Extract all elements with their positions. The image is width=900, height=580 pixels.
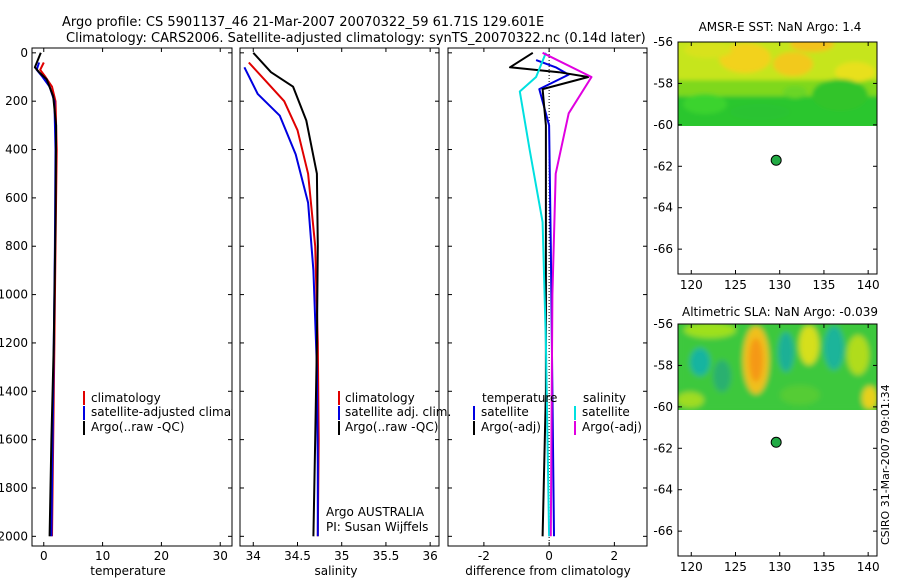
- salinity-frame: [239, 47, 440, 547]
- x-tick-label: 35: [334, 549, 349, 563]
- difference-frame: [447, 47, 648, 547]
- legend-temp-satellite-label: satellite: [481, 405, 529, 419]
- y-tick-label: 1400: [0, 384, 28, 398]
- legend-temp-argo-label: Argo(-adj): [481, 420, 541, 434]
- legend-satellite-label: satellite-adjusted climatology: [91, 405, 269, 419]
- x-tick-label: 0: [40, 549, 48, 563]
- header-line2: Climatology: CARS2006. Satellite-adjuste…: [66, 31, 646, 46]
- sst-map-panel: AMSR-E SST: NaN Argo: 1.4 120 125 130 135 14…: [653, 20, 880, 292]
- map-x-tick-label: 120: [680, 278, 703, 292]
- legend-temperature-header: temperature: [482, 391, 557, 405]
- legend-salinity-header: salinity: [583, 391, 626, 405]
- sla-heatmap: [678, 324, 877, 410]
- x-tick-label: 2: [611, 549, 619, 563]
- map-x-tick-label: 130: [768, 278, 791, 292]
- map-x-tick-label: 120: [680, 560, 703, 574]
- difference-panel: -2 0 2 difference from climatology tempera…: [447, 47, 648, 578]
- x-tick-label: 30: [213, 549, 228, 563]
- x-tick-label: 20: [154, 549, 169, 563]
- legend-argo-label: Argo(..raw -QC): [345, 420, 438, 434]
- y-tick-label: 1600: [0, 433, 28, 447]
- map-y-tick-label: -56: [653, 317, 673, 331]
- map-y-tick-label: -58: [653, 358, 673, 372]
- series-line-argo-raw-qc-: [33, 52, 58, 537]
- side-credit: CSIRO 31-Mar-2007 09:01:34: [879, 384, 892, 545]
- sst-map-frame: [677, 41, 878, 275]
- y-tick-label: 2000: [0, 529, 28, 543]
- sla-map-panel: Altimetric SLA: NaN Argo: -0.039 120 125 1…: [653, 305, 879, 574]
- header-line1: Argo profile: CS 5901137_46 21-Mar-2007 …: [62, 15, 544, 30]
- y-tick-label: 1200: [0, 336, 28, 350]
- temperature-panel: 0 10 20 30 0 200 400 600 800 1000 1200 1400 1600 1800…: [0, 46, 269, 578]
- series-line-satellite-adjusted-climatology: [35, 62, 57, 537]
- x-tick-label: 36: [423, 549, 438, 563]
- x-tick-label: 34.5: [284, 549, 311, 563]
- salinity-xlabel: salinity: [314, 564, 357, 578]
- legend-sal-argo-label: Argo(-adj): [582, 420, 642, 434]
- y-tick-label: 400: [5, 143, 28, 157]
- sla-map-frame: [677, 323, 878, 557]
- map-y-tick-label: -60: [653, 400, 673, 414]
- x-tick-label: 0: [545, 549, 553, 563]
- y-tick-label: 0: [20, 46, 28, 60]
- map-y-tick-label: -64: [653, 483, 673, 497]
- sst-heatmap: [678, 42, 877, 126]
- x-tick-label: 10: [95, 549, 110, 563]
- argo-float-marker: [770, 436, 782, 448]
- y-tick-label: 200: [5, 94, 28, 108]
- argo-float-marker: [770, 154, 782, 166]
- map-y-tick-label: -56: [653, 35, 673, 49]
- series-line-argo-raw-qc-: [252, 52, 319, 537]
- salinity-panel: 34 34.5 35 35.5 36 salinity climatology sate…: [239, 47, 451, 578]
- x-tick-label: -2: [478, 549, 490, 563]
- legend-climatology-label: climatology: [91, 391, 161, 405]
- map-y-tick-label: -62: [653, 159, 673, 173]
- x-tick-label: 35.5: [373, 549, 400, 563]
- temperature-xlabel: temperature: [90, 564, 165, 578]
- map-x-tick-label: 140: [857, 278, 880, 292]
- x-tick-label: 34: [246, 549, 261, 563]
- series-line-climatology: [248, 61, 320, 537]
- map-y-tick-label: -58: [653, 76, 673, 90]
- y-tick-label: 600: [5, 191, 28, 205]
- series-line-salinity-satellite: [518, 52, 551, 537]
- map-x-tick-label: 135: [812, 560, 835, 574]
- series-line-salinity-argo-adj-: [542, 51, 593, 537]
- sst-map-title: AMSR-E SST: NaN Argo: 1.4: [699, 20, 862, 34]
- salinity-legend: climatology satellite adj. clim. Argo(..…: [338, 391, 451, 435]
- map-y-tick-label: -60: [653, 118, 673, 132]
- legend-sal-satellite-label: satellite: [582, 405, 630, 419]
- map-x-tick-label: 125: [724, 278, 747, 292]
- y-tick-label: 1800: [0, 481, 28, 495]
- legend-climatology-label: climatology: [345, 391, 415, 405]
- argo-annotation-line2: PI: Susan Wijffels: [326, 520, 428, 534]
- temperature-frame: [31, 47, 233, 547]
- map-y-tick-label: -66: [653, 524, 673, 538]
- map-y-tick-label: -66: [653, 242, 673, 256]
- map-x-tick-label: 135: [812, 278, 835, 292]
- map-x-tick-label: 130: [768, 560, 791, 574]
- difference-legend: temperature salinity satellite Argo(-adj…: [473, 391, 642, 435]
- map-x-tick-label: 125: [724, 560, 747, 574]
- series-line-satellite-adj-clim-: [243, 66, 319, 537]
- y-tick-label: 1000: [0, 288, 28, 302]
- map-y-tick-label: -64: [653, 201, 673, 215]
- sla-map-title: Altimetric SLA: NaN Argo: -0.039: [682, 305, 878, 319]
- temperature-legend: climatology satellite-adjusted climatolo…: [83, 391, 269, 435]
- map-y-tick-label: -62: [653, 441, 673, 455]
- legend-argo-label: Argo(..raw -QC): [91, 420, 184, 434]
- map-x-tick-label: 140: [857, 560, 880, 574]
- difference-xlabel: difference from climatology: [465, 564, 631, 578]
- argo-annotation-line1: Argo AUSTRALIA: [326, 505, 425, 519]
- y-tick-label: 800: [5, 239, 28, 253]
- legend-satellite-label: satellite adj. clim.: [345, 405, 451, 419]
